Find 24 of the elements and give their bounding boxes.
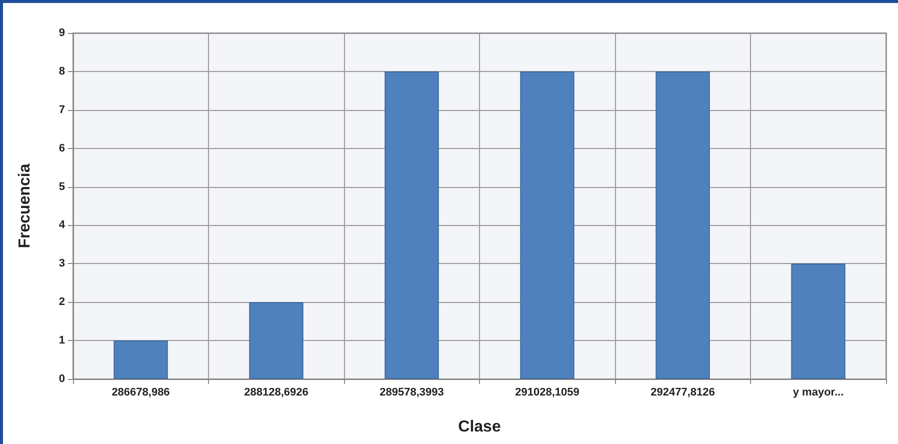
y-tick-label: 9 [58, 27, 65, 39]
bar [249, 302, 304, 379]
y-tick-label: 1 [58, 334, 65, 347]
x-tick-label: y mayor... [792, 386, 844, 398]
bar [656, 71, 710, 379]
y-tick-label: 7 [58, 104, 65, 116]
x-tick-label: 288128,6926 [244, 386, 308, 398]
y-tick-label: 2 [58, 296, 65, 308]
bar [520, 71, 574, 379]
x-tick-label: 291028,1059 [515, 386, 580, 398]
y-tick-label: 3 [58, 258, 65, 270]
y-tick-label: 0 [58, 373, 65, 385]
y-axis-title: Frecuencia [16, 164, 34, 248]
x-axis-title: Clase [458, 418, 501, 436]
y-tick-label: 8 [58, 65, 65, 78]
y-tick-label: 5 [58, 180, 65, 193]
bar [791, 264, 846, 379]
x-tick-label: 289578,3993 [380, 386, 444, 398]
x-tick-label: 292477,8126 [650, 386, 715, 398]
y-tick-label: 4 [58, 219, 66, 232]
x-tick-label: 286678,986 [112, 386, 170, 398]
y-tick-label: 6 [58, 142, 65, 154]
bar [384, 71, 439, 379]
bar [114, 340, 168, 379]
